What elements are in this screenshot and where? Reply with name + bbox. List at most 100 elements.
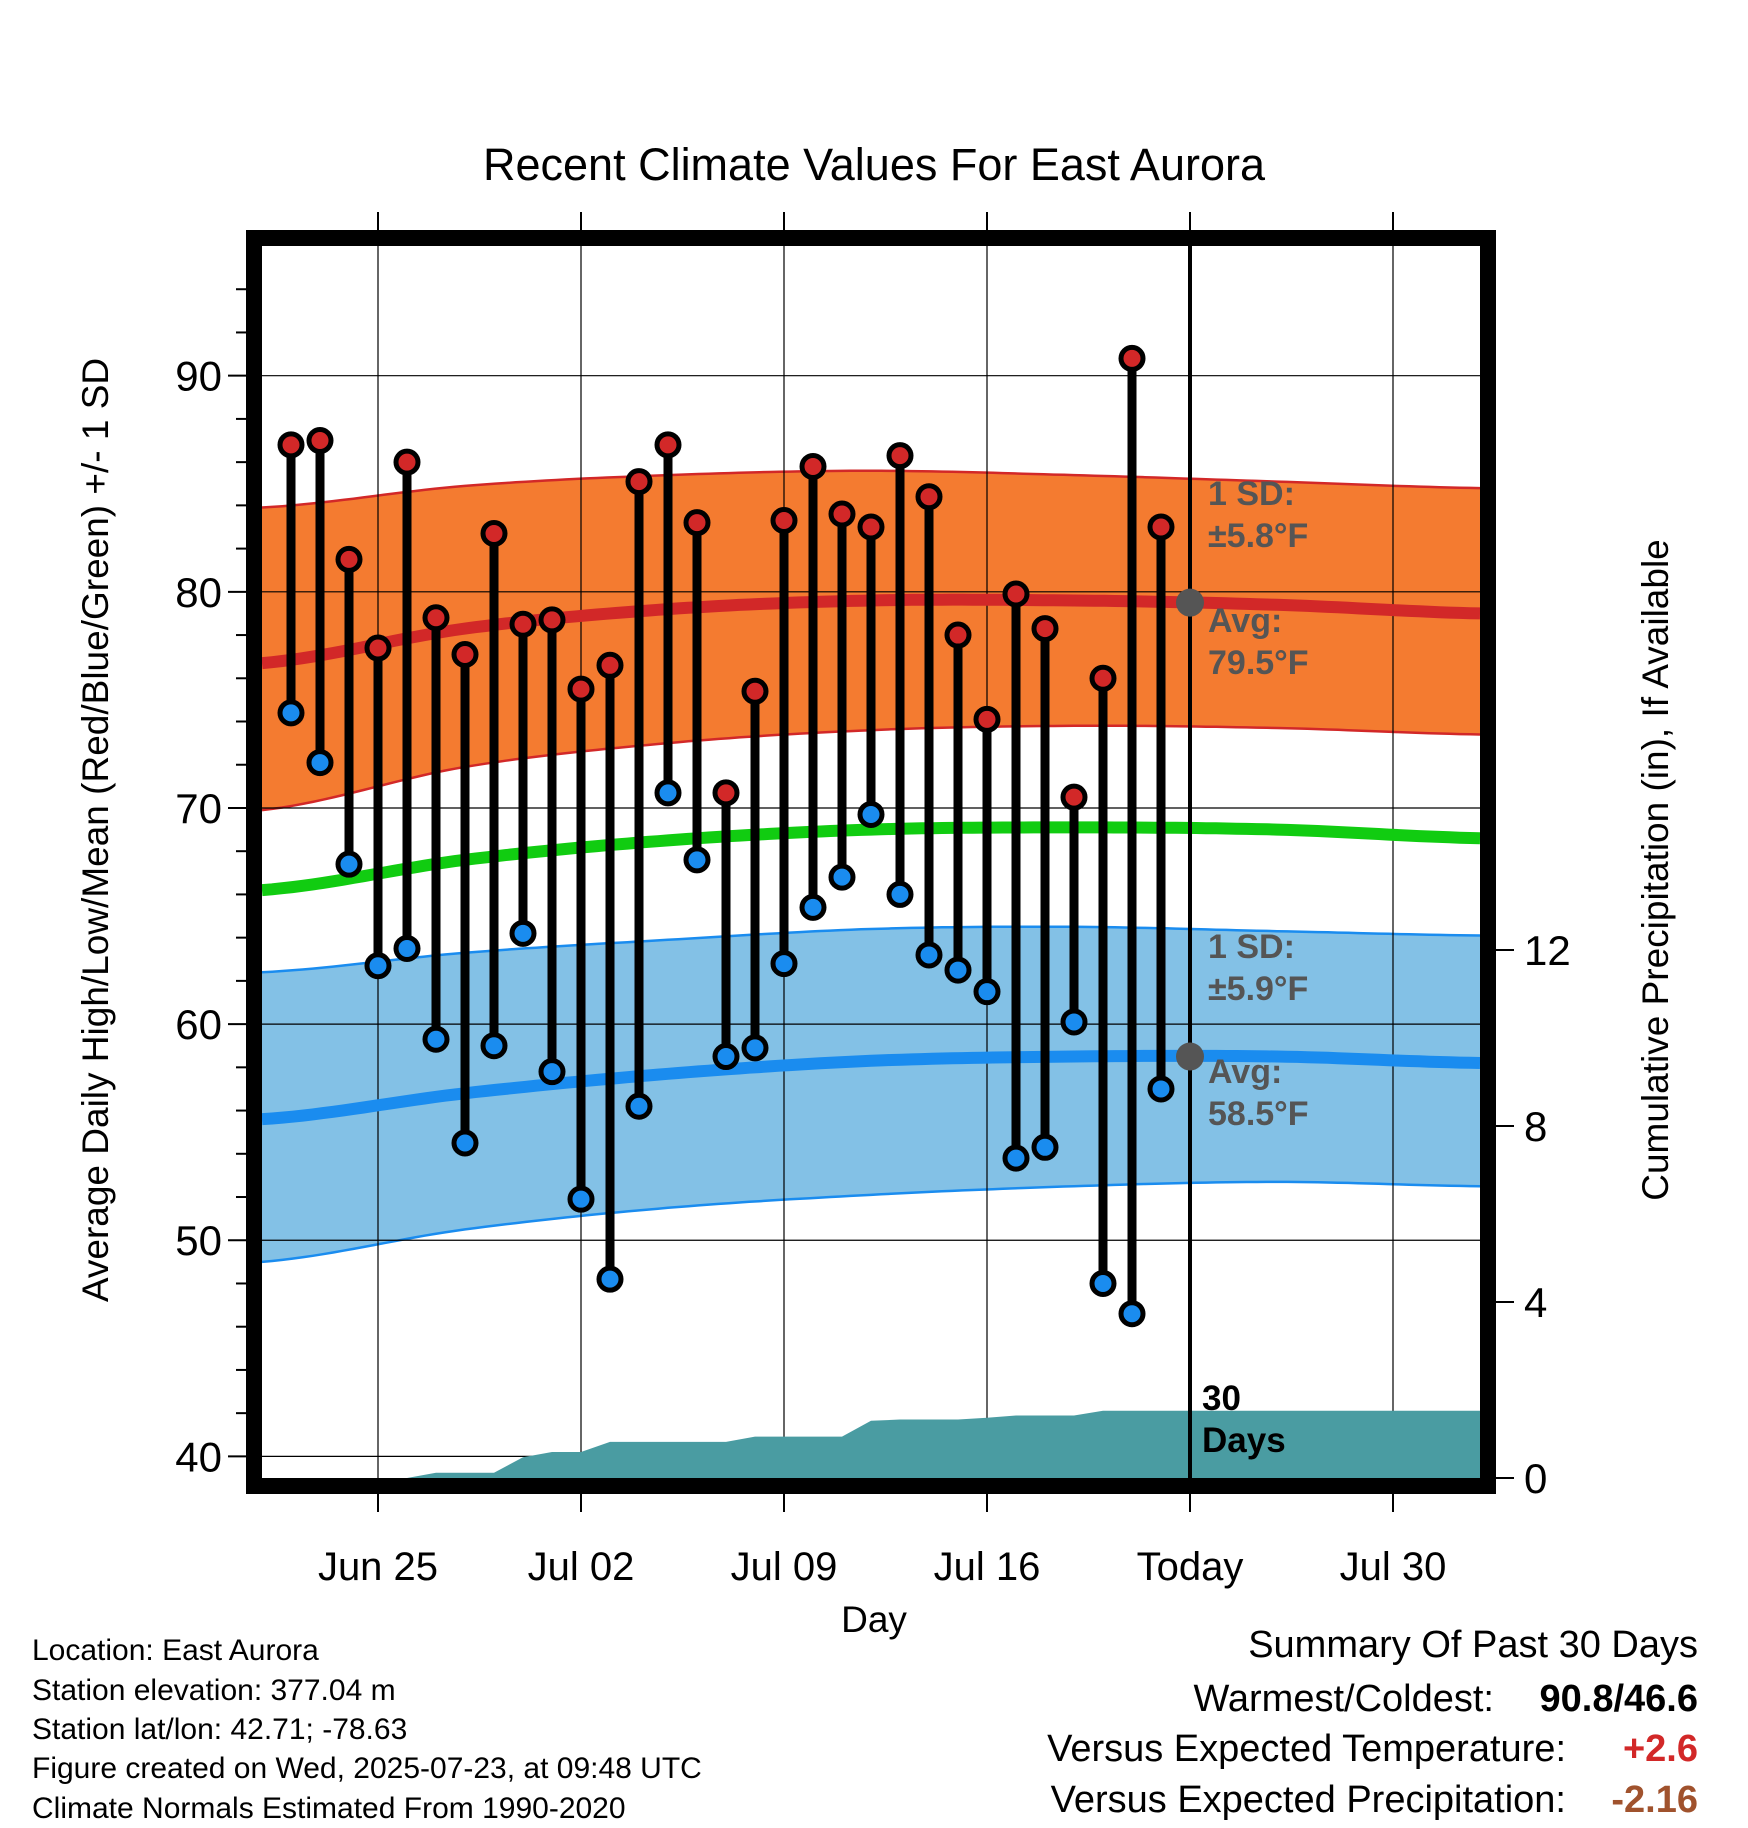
normal-mean-line <box>262 821 1480 897</box>
low-temp-point <box>567 1185 595 1213</box>
y-tick-label: 80 <box>175 569 222 616</box>
low-temp-point <box>1031 1133 1059 1161</box>
high-temp-point <box>364 634 392 662</box>
low-temp-point <box>915 941 943 969</box>
x-axis-label: Day <box>841 1599 907 1640</box>
high-temp-point <box>567 675 595 703</box>
y2-tick-label: 4 <box>1524 1279 1547 1326</box>
footer-created: Figure created on Wed, 2025-07-23, at 09… <box>32 1752 702 1785</box>
low-temp-point <box>306 749 334 777</box>
x-tick-label: Jul 30 <box>1340 1545 1447 1589</box>
y-tick-label: 70 <box>175 785 222 832</box>
summary-warmest-label: Warmest/Coldest: <box>1193 1678 1494 1720</box>
low-temp-point <box>451 1129 479 1157</box>
low-temp-point <box>335 850 363 878</box>
high-temp-point <box>306 427 334 455</box>
high-temp-point <box>799 452 827 480</box>
high-avg-value: 79.5°F <box>1208 644 1309 682</box>
precip-label-line1: 30 <box>1202 1379 1241 1418</box>
high-temp-point <box>335 545 363 573</box>
x-tick-label: Today <box>1137 1545 1244 1589</box>
high-temp-point <box>1060 783 1088 811</box>
high-temp-point <box>683 509 711 537</box>
high-temp-point <box>625 468 653 496</box>
high-temp-point <box>915 483 943 511</box>
high-temp-point <box>770 506 798 534</box>
summary-temp-value: +2.6 <box>1623 1728 1698 1770</box>
low-temp-point <box>857 800 885 828</box>
y-tick-label: 40 <box>175 1433 222 1480</box>
precip-label-line2: Days <box>1202 1421 1286 1460</box>
high-sd-title: 1 SD: <box>1208 475 1295 513</box>
plot-area <box>262 246 1480 1478</box>
footer-normals: Climate Normals Estimated From 1990-2020 <box>32 1792 626 1825</box>
low-temp-point <box>741 1034 769 1062</box>
y2-tick-label: 0 <box>1524 1455 1547 1502</box>
low-temp-point <box>277 699 305 727</box>
footer-info: Location: East Aurora Station elevation:… <box>32 1634 702 1825</box>
plot-frame <box>246 230 1496 1494</box>
low-temp-point <box>886 880 914 908</box>
high-temp-point <box>509 610 537 638</box>
low-temp-point <box>1089 1269 1117 1297</box>
x-tick-label: Jul 16 <box>934 1545 1041 1589</box>
x-tick-label: Jun 25 <box>318 1545 438 1589</box>
low-temp-point <box>625 1092 653 1120</box>
footer-location: Location: East Aurora <box>32 1634 319 1667</box>
footer-latlon: Station lat/lon: 42.71; -78.63 <box>32 1713 407 1746</box>
low-temp-point <box>509 919 537 947</box>
low-temp-point <box>364 952 392 980</box>
low-temp-point <box>538 1058 566 1086</box>
low-temp-point <box>973 978 1001 1006</box>
summary-precip-label: Versus Expected Precipitation: <box>1051 1779 1566 1821</box>
summary-temp-label: Versus Expected Temperature: <box>1047 1728 1566 1770</box>
low-temp-point <box>480 1032 508 1060</box>
high-sd-value: ±5.8°F <box>1208 517 1308 555</box>
low-temp-point <box>596 1265 624 1293</box>
high-temp-point <box>1031 615 1059 643</box>
low-temp-point <box>828 863 856 891</box>
footer-elevation: Station elevation: 377.04 m <box>32 1674 396 1707</box>
high-temp-point <box>538 606 566 634</box>
low-avg-title: Avg: <box>1208 1053 1282 1091</box>
low-temp-point <box>1060 1008 1088 1036</box>
high-temp-point <box>1147 513 1175 541</box>
high-temp-point <box>741 677 769 705</box>
high-temp-point <box>1118 344 1146 372</box>
y-axis-label: Average Daily High/Low/Mean (Red/Blue/Gr… <box>75 358 116 1302</box>
high-avg-marker <box>1176 588 1204 617</box>
high-temp-point <box>1002 580 1030 608</box>
summary-panel: Summary Of Past 30 Days Warmest/Coldest:… <box>1047 1624 1698 1821</box>
high-temp-point <box>451 641 479 669</box>
y2-axis-label: Cumulative Precipitation (in), If Availa… <box>1635 539 1676 1201</box>
low-avg-value: 58.5°F <box>1208 1095 1309 1133</box>
low-temp-point <box>654 779 682 807</box>
high-temp-point <box>654 431 682 459</box>
low-temp-point <box>770 950 798 978</box>
x-tick-label: Jul 02 <box>528 1545 635 1589</box>
y-tick-label: 60 <box>175 1001 222 1048</box>
low-temp-point <box>712 1043 740 1071</box>
high-temp-point <box>828 500 856 528</box>
low-temp-point <box>393 934 421 962</box>
y-tick-label: 50 <box>175 1217 222 1264</box>
low-temp-point <box>1002 1144 1030 1172</box>
high-temp-point <box>422 604 450 632</box>
summary-warmest-value: 90.8/46.6 <box>1540 1678 1698 1720</box>
low-temp-point <box>1118 1300 1146 1328</box>
observations <box>277 344 1175 1328</box>
y-tick-label: 90 <box>175 353 222 400</box>
high-temp-point <box>712 779 740 807</box>
low-sd-value: ±5.9°F <box>1208 970 1308 1008</box>
low-temp-point <box>422 1025 450 1053</box>
summary-title: Summary Of Past 30 Days <box>1248 1624 1698 1666</box>
y2-tick-label: 12 <box>1524 927 1571 974</box>
high-temp-point <box>1089 664 1117 692</box>
low-temp-point <box>799 893 827 921</box>
high-temp-point <box>886 442 914 470</box>
low-temp-point <box>944 956 972 984</box>
high-band-upper-edge <box>262 469 1480 509</box>
summary-precip-value: -2.16 <box>1611 1779 1698 1821</box>
low-sd-band <box>262 926 1480 1262</box>
